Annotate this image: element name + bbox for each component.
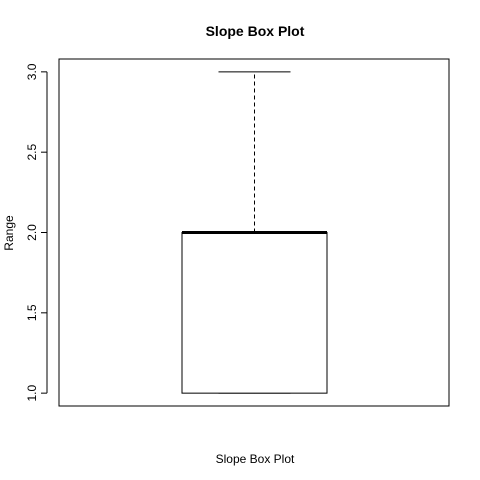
chart-title: Slope Box Plot: [206, 23, 305, 39]
y-axis: 1.0 1.5 2.0 2.5 3.0: [25, 63, 48, 401]
y-tick-label: 2.0: [25, 224, 39, 241]
box-plot: [181, 71, 328, 394]
y-tick-label: 3.0: [25, 63, 39, 80]
plot-frame: [58, 58, 450, 407]
y-tick-label: 1.0: [25, 384, 39, 401]
y-tick-label: 2.5: [25, 144, 39, 161]
y-tick-label: 1.5: [25, 304, 39, 321]
y-axis-label: Range: [2, 215, 16, 251]
iqr-box: [181, 232, 328, 394]
x-axis-label: Slope Box Plot: [216, 452, 295, 466]
